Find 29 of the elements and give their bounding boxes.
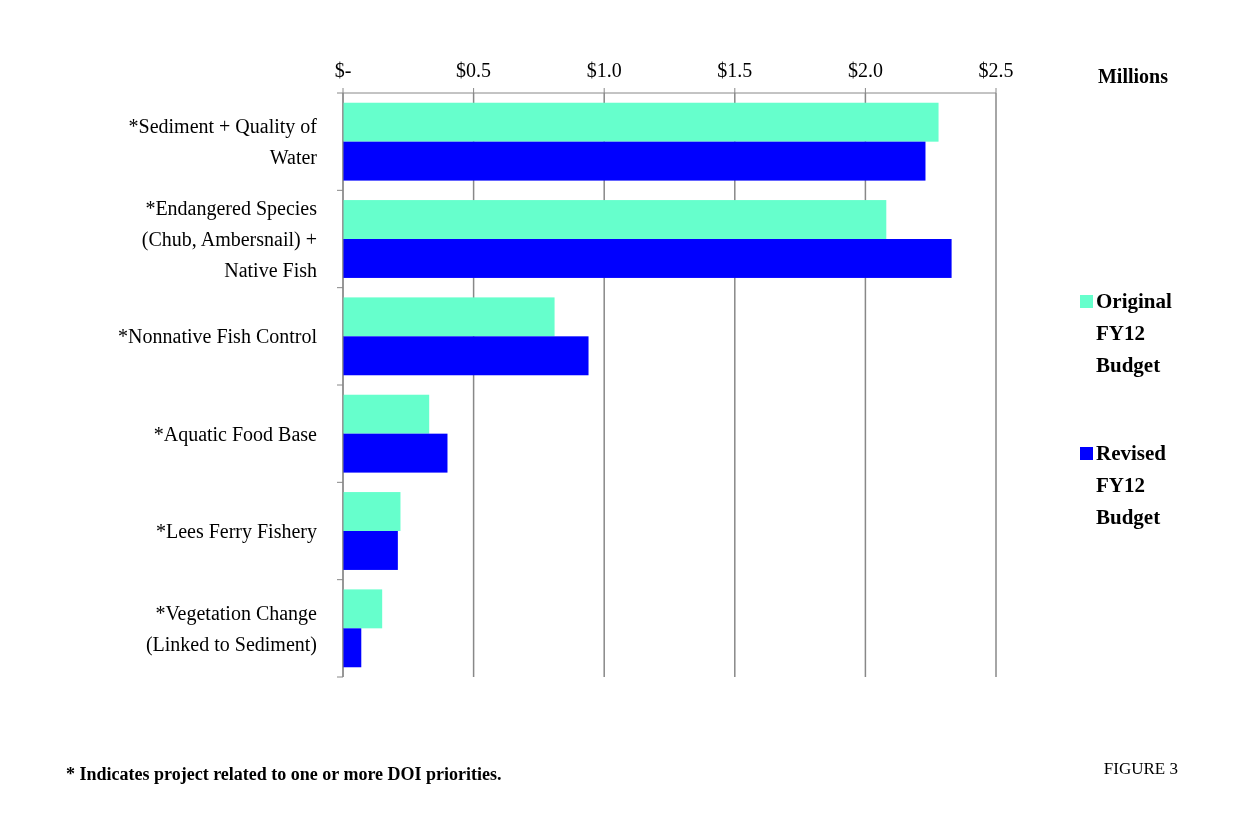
bar: [343, 433, 448, 473]
bar: [343, 102, 939, 142]
y-tick-label: *Lees Ferry Fishery: [155, 520, 317, 543]
y-tick-label: *Sediment + Quality of Water: [128, 115, 318, 169]
legend-label: Original FY12 Budget: [1096, 289, 1172, 377]
bar: [343, 492, 401, 531]
x-tick-label: $2.0: [847, 59, 883, 81]
bar: [343, 531, 398, 570]
caption: FIGURE 3: [1103, 759, 1178, 778]
y-tick-label: *Aquatic Food Base: [153, 422, 318, 446]
text: * Indicates project related to one or more DOI priorities.: [66, 764, 502, 784]
bar: [343, 589, 383, 629]
bar: [343, 200, 887, 239]
x-tick-label: $0.5: [456, 59, 492, 81]
y-tick-label: *Endangered Species (Chub, Ambersnail) + Native Fish: [141, 197, 318, 281]
bar: [343, 628, 362, 668]
bar: [343, 297, 555, 337]
bar: [343, 141, 926, 181]
bar: [343, 336, 589, 376]
x-tick-label: $1.5: [717, 59, 753, 81]
bar: [343, 239, 952, 278]
x-tick-label: $1.0: [586, 59, 622, 81]
legend-label: Revised FY12 Budget: [1096, 441, 1167, 529]
x-tick-label: $2.5: [978, 59, 1014, 81]
x-axis-title: Millions: [1097, 65, 1169, 87]
bar: [343, 394, 430, 434]
x-tick-label: $-: [334, 59, 352, 81]
y-tick-label: *Vegetation Change (Linked to Sediment): [145, 601, 318, 656]
y-tick-label: *Nonnative Fish Control: [118, 325, 318, 348]
